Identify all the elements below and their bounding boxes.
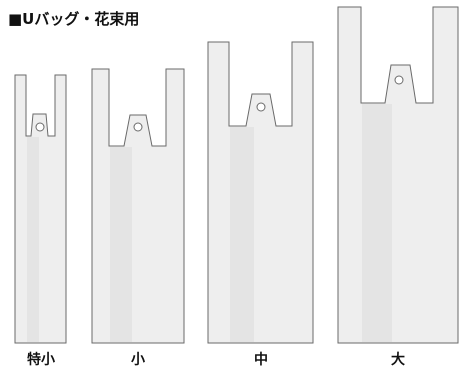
label-small: 小 <box>131 352 145 368</box>
handle-hole-icon <box>256 102 266 112</box>
handle-hole-icon <box>394 75 404 85</box>
page-title: ■Uバッグ・花束用 <box>8 10 140 28</box>
bag-medium <box>207 41 314 344</box>
handle-hole-icon <box>133 122 143 132</box>
bag-small <box>91 68 185 344</box>
label-medium: 中 <box>254 352 268 368</box>
label-extra-small: 特小 <box>27 352 55 368</box>
bag-extra-small <box>14 74 67 344</box>
handle-hole-icon <box>35 122 45 132</box>
label-large: 大 <box>391 352 405 368</box>
bag-large <box>337 6 459 344</box>
